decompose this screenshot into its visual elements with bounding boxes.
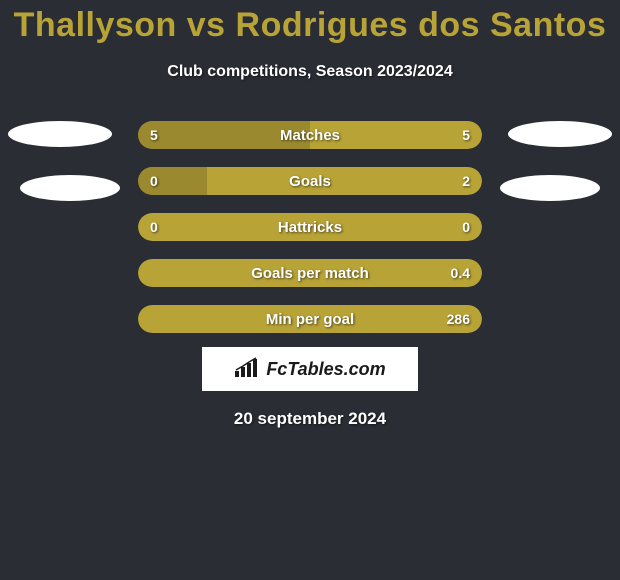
stat-row: Min per goal 286 xyxy=(138,305,482,333)
stat-rows: 5 Matches 5 0 Goals 2 0 Hattricks 0 Goal… xyxy=(138,121,482,351)
player-left-ellipse-2 xyxy=(20,175,120,201)
date-line: 20 september 2024 xyxy=(0,409,620,429)
comparison-chart: 5 Matches 5 0 Goals 2 0 Hattricks 0 Goal… xyxy=(0,121,620,341)
stat-row: 0 Goals 2 xyxy=(138,167,482,195)
bar-bg xyxy=(138,213,482,241)
page-title: Thallyson vs Rodrigues dos Santos xyxy=(0,0,620,45)
stat-row: Goals per match 0.4 xyxy=(138,259,482,287)
bar-bg xyxy=(138,259,482,287)
subtitle: Club competitions, Season 2023/2024 xyxy=(0,63,620,81)
bar-fill xyxy=(138,121,310,149)
player-right-ellipse-1 xyxy=(508,121,612,147)
stat-row: 0 Hattricks 0 xyxy=(138,213,482,241)
bar-fill xyxy=(138,167,207,195)
stat-row: 5 Matches 5 xyxy=(138,121,482,149)
logo-text: FcTables.com xyxy=(266,359,385,380)
player-left-ellipse-1 xyxy=(8,121,112,147)
bars-icon xyxy=(234,357,262,382)
player-right-ellipse-2 xyxy=(500,175,600,201)
bar-bg xyxy=(138,305,482,333)
logo-box: FcTables.com xyxy=(202,347,418,391)
